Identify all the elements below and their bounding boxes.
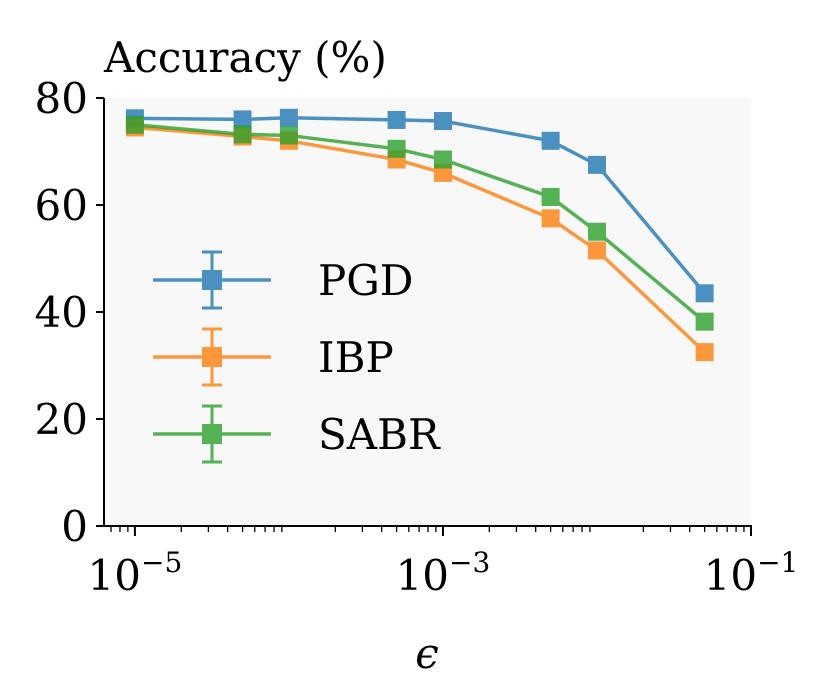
data-point-marker <box>541 187 560 206</box>
data-point-marker <box>279 126 298 145</box>
data-point-marker <box>587 241 606 260</box>
data-point-marker <box>587 222 606 241</box>
x-tick-label: 10−1 <box>704 546 799 600</box>
data-point-marker <box>233 125 252 144</box>
legend-label: SABR <box>318 410 441 459</box>
data-point-marker <box>695 312 714 331</box>
y-tick-label: 60 <box>35 181 88 230</box>
data-point-marker <box>541 209 560 228</box>
data-point-marker <box>433 150 452 169</box>
legend-label: IBP <box>318 333 394 382</box>
legend-marker <box>202 424 222 444</box>
legend-handle <box>153 404 271 464</box>
y-tick-label: 0 <box>61 502 88 551</box>
data-point-marker <box>587 155 606 174</box>
y-tick-label: 80 <box>35 74 88 123</box>
data-point-marker <box>541 131 560 150</box>
x-tick-label: 10−5 <box>88 546 183 600</box>
legend-handle <box>153 327 271 387</box>
data-point-marker <box>433 112 452 131</box>
data-point-marker <box>695 284 714 303</box>
y-tick-label: 20 <box>35 395 88 444</box>
data-point-marker <box>695 343 714 362</box>
data-point-marker <box>279 108 298 127</box>
chart-title: Accuracy (%) <box>103 33 387 82</box>
legend-item-ibp: IBP <box>153 327 394 387</box>
y-tick-label: 40 <box>35 288 88 337</box>
data-point-marker <box>387 139 406 158</box>
legend-marker <box>202 270 222 290</box>
legend-item-sabr: SABR <box>153 404 441 464</box>
legend-handle <box>153 250 271 310</box>
x-axis-label: ϵ <box>415 629 439 678</box>
plot-area <box>104 98 751 526</box>
data-point-marker <box>125 115 144 134</box>
legend-label: PGD <box>318 256 413 305</box>
data-point-marker <box>233 110 252 129</box>
data-point-marker <box>387 110 406 129</box>
legend-marker <box>202 347 222 367</box>
x-tick-label: 10−3 <box>396 546 491 600</box>
legend-item-pgd: PGD <box>153 250 413 310</box>
series-sabr <box>125 115 714 331</box>
